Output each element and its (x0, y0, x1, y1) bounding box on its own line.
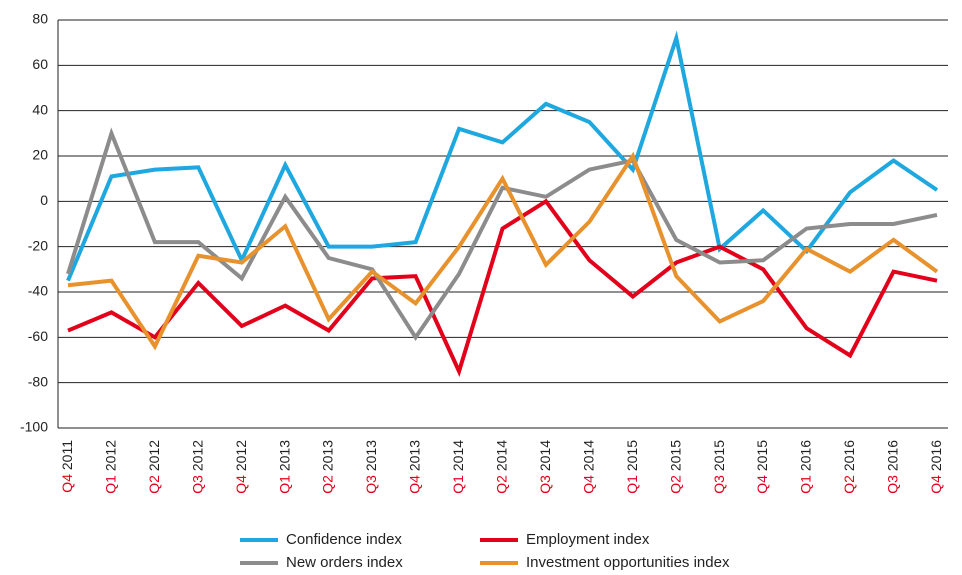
y-tick-label: -60 (28, 328, 48, 344)
series-line (67, 151, 939, 351)
x-tick-label: Q2 2013 (319, 440, 335, 494)
y-tick-label: 80 (32, 11, 48, 27)
x-tick-label: Q4 2015 (754, 440, 770, 494)
y-tick-label: -80 (28, 373, 48, 389)
y-tick-label: 0 (40, 192, 48, 208)
x-tick-label: Q2 2016 (841, 440, 857, 494)
legend-label: Investment opportunities index (526, 554, 730, 571)
x-tick-label: Q1 2016 (797, 440, 813, 494)
x-tick-label: Q3 2015 (710, 440, 726, 494)
x-tick-label: Q2 2014 (493, 440, 509, 494)
x-tick-label: Q3 2016 (884, 440, 900, 494)
y-tick-label: -40 (28, 283, 48, 299)
x-tick-label: Q2 2012 (146, 440, 162, 494)
legend-label: New orders index (286, 554, 403, 571)
x-tick-label: Q4 2012 (233, 440, 249, 494)
x-tick-label: Q1 2013 (276, 440, 292, 494)
y-tick-label: 40 (32, 101, 48, 117)
x-tick-label: Q1 2015 (624, 440, 640, 494)
x-tick-label: Q4 2011 (59, 440, 75, 493)
x-tick-label: Q3 2012 (189, 440, 205, 494)
x-tick-label: Q4 2014 (580, 440, 596, 494)
series-line (66, 127, 938, 341)
y-tick-label: -100 (20, 419, 48, 435)
series-line (67, 198, 938, 377)
x-tick-label: Q4 2013 (406, 440, 422, 494)
x-tick-label: Q1 2014 (450, 440, 466, 494)
y-tick-label: 20 (32, 147, 48, 163)
y-tick-label: -20 (28, 237, 48, 253)
legend-label: Confidence index (286, 531, 402, 548)
x-tick-label: Q4 2016 (928, 440, 944, 494)
x-tick-label: Q1 2012 (102, 440, 118, 494)
y-tick-label: 60 (32, 56, 48, 72)
x-tick-label: Q3 2014 (537, 440, 553, 494)
legend-label: Employment index (526, 531, 650, 548)
x-tick-label: Q2 2015 (667, 440, 683, 494)
x-tick-label: Q3 2013 (363, 440, 379, 494)
